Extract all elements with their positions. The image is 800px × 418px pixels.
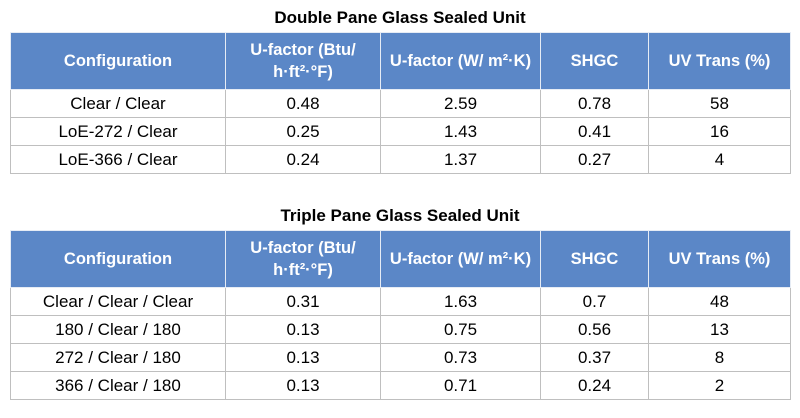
data-cell: 0.41 [540, 117, 649, 146]
header-cell: SHGC [540, 230, 649, 288]
data-cell: 0.73 [380, 343, 541, 372]
table-head: Configuration U-factor (Btu/ h·ft²·°F) U-f… [10, 32, 791, 90]
data-cell: 0.25 [225, 117, 381, 146]
data-cell: 0.48 [225, 89, 381, 118]
data-cell: 8 [648, 343, 791, 372]
table-body: Clear / Clear 0.48 2.59 0.78 58 LoE-272 / Cle… [10, 89, 791, 174]
header-row: Configuration U-factor (Btu/ h·ft²·°F) U-f… [10, 230, 791, 288]
data-cell: Clear / Clear [10, 89, 226, 118]
header-cell: U-factor (W/ m²·K) [380, 230, 541, 288]
data-row: Clear / Clear / Clear 0.31 1.63 0.7 48 [10, 287, 791, 316]
table-head: Configuration U-factor (Btu/ h·ft²·°F) U-f… [10, 230, 791, 288]
data-cell: 0.75 [380, 315, 541, 344]
data-cell: 0.78 [540, 89, 649, 118]
table-title: Double Pane Glass Sealed Unit [274, 8, 526, 27]
data-cell: 1.63 [380, 287, 541, 316]
data-row: 180 / Clear / 180 0.13 0.75 0.56 13 [10, 315, 791, 344]
header-cell: Configuration [10, 230, 226, 288]
data-cell: 272 / Clear / 180 [10, 343, 226, 372]
data-row: 272 / Clear / 180 0.13 0.73 0.37 8 [10, 343, 791, 372]
header-row: Configuration U-factor (Btu/ h·ft²·°F) U-f… [10, 32, 791, 90]
data-cell: 0.37 [540, 343, 649, 372]
table-block: Triple Pane Glass Sealed Unit Configurati… [10, 205, 791, 400]
data-cell: 2.59 [380, 89, 541, 118]
data-cell: LoE-272 / Clear [10, 117, 226, 146]
data-cell: 0.13 [225, 315, 381, 344]
table-body: Clear / Clear / Clear 0.31 1.63 0.7 48 180 / … [10, 287, 791, 400]
data-cell: 0.24 [540, 371, 649, 400]
data-cell: 366 / Clear / 180 [10, 371, 226, 400]
header-cell: U-factor (Btu/ h·ft²·°F) [225, 32, 381, 90]
data-table: Configuration U-factor (Btu/ h·ft²·°F) U-f… [10, 230, 791, 400]
data-cell: 0.13 [225, 343, 381, 372]
data-cell: 0.56 [540, 315, 649, 344]
header-cell: U-factor (Btu/ h·ft²·°F) [225, 230, 381, 288]
data-table: Configuration U-factor (Btu/ h·ft²·°F) U-f… [10, 32, 791, 174]
data-cell: 0.24 [225, 145, 381, 174]
data-cell: 48 [648, 287, 791, 316]
data-cell: 0.71 [380, 371, 541, 400]
data-cell: 180 / Clear / 180 [10, 315, 226, 344]
header-cell: Configuration [10, 32, 226, 90]
data-row: LoE-272 / Clear 0.25 1.43 0.41 16 [10, 117, 791, 146]
data-cell: Clear / Clear / Clear [10, 287, 226, 316]
header-cell: U-factor (W/ m²·K) [380, 32, 541, 90]
data-cell: 16 [648, 117, 791, 146]
data-row: LoE-366 / Clear 0.24 1.37 0.27 4 [10, 145, 791, 174]
data-cell: LoE-366 / Clear [10, 145, 226, 174]
data-cell: 0.7 [540, 287, 649, 316]
header-cell: SHGC [540, 32, 649, 90]
data-row: 366 / Clear / 180 0.13 0.71 0.24 2 [10, 371, 791, 400]
data-cell: 1.37 [380, 145, 541, 174]
header-cell: UV Trans (%) [648, 32, 791, 90]
table-title: Triple Pane Glass Sealed Unit [280, 206, 520, 225]
data-cell: 0.31 [225, 287, 381, 316]
header-cell: UV Trans (%) [648, 230, 791, 288]
data-cell: 0.13 [225, 371, 381, 400]
data-cell: 2 [648, 371, 791, 400]
data-cell: 13 [648, 315, 791, 344]
table-block: Double Pane Glass Sealed Unit Configurati… [10, 7, 791, 174]
data-cell: 1.43 [380, 117, 541, 146]
data-row: Clear / Clear 0.48 2.59 0.78 58 [10, 89, 791, 118]
data-cell: 58 [648, 89, 791, 118]
data-cell: 0.27 [540, 145, 649, 174]
data-cell: 4 [648, 145, 791, 174]
